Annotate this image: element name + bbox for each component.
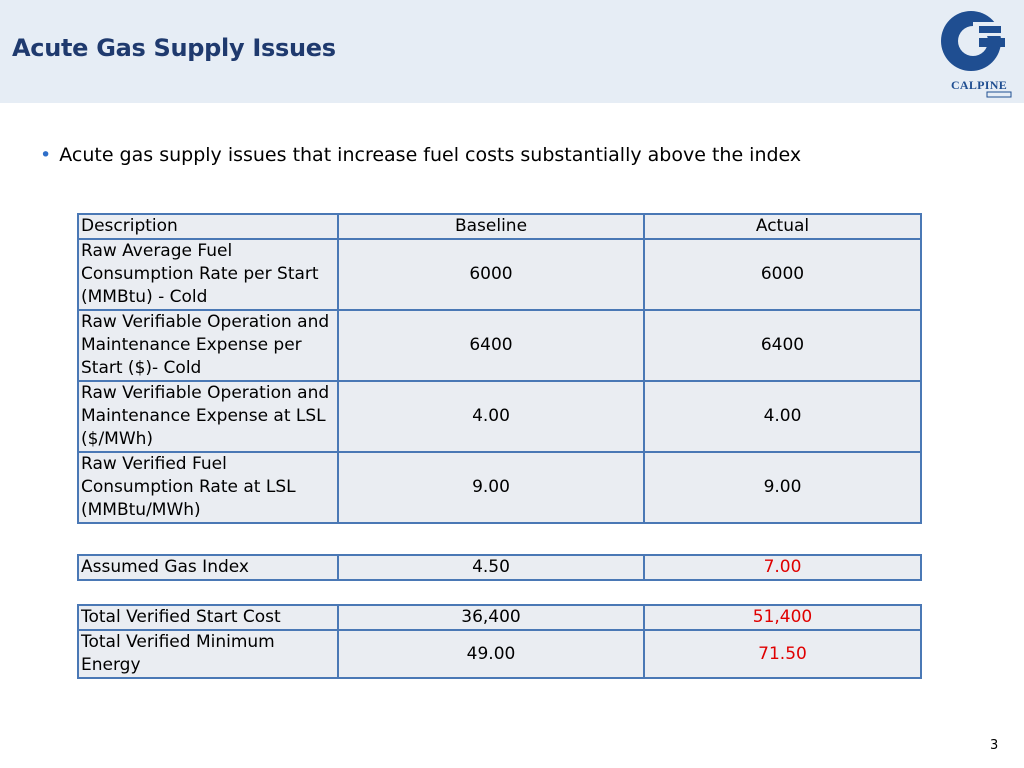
calpine-logo (941, 11, 1012, 98)
row-description: Assumed Gas Index (77, 554, 339, 581)
header-description: Description (77, 213, 339, 240)
bullet-text: Acute gas supply issues that increase fu… (59, 144, 802, 166)
table-row: Raw Verified Fuel Consumption Rate at LS… (77, 451, 922, 524)
table-row: Assumed Gas Index 4.50 7.00 (77, 554, 922, 581)
row-actual: 4.00 (643, 380, 922, 453)
row-baseline: 4.00 (337, 380, 645, 453)
header-baseline: Baseline (337, 213, 645, 240)
row-description: Raw Average Fuel Consumption Rate per St… (77, 238, 339, 311)
row-description: Raw Verified Fuel Consumption Rate at LS… (77, 451, 339, 524)
row-baseline: 4.50 (337, 554, 645, 581)
slide-title: Acute Gas Supply Issues (12, 34, 336, 62)
row-baseline: 6400 (337, 309, 645, 382)
page-number: 3 (990, 738, 999, 753)
row-actual: 71.50 (643, 629, 922, 679)
header-actual: Actual (643, 213, 922, 240)
row-baseline: 49.00 (337, 629, 645, 679)
bullet-dot-icon: • (40, 144, 52, 166)
row-description: Raw Verifiable Operation and Maintenance… (77, 309, 339, 382)
logo-wordmark: CALPINE (950, 78, 1008, 92)
bullet-point: • Acute gas supply issues that increase f… (40, 144, 801, 166)
row-baseline: 9.00 (337, 451, 645, 524)
row-actual: 7.00 (643, 554, 922, 581)
table-row: Raw Verifiable Operation and Maintenance… (77, 309, 922, 382)
table-row: Total Verified Start Cost 36,400 51,400 (77, 604, 922, 631)
row-description: Total Verified Minimum Energy (77, 629, 339, 679)
table-row: Total Verified Minimum Energy 49.00 71.5… (77, 629, 922, 679)
totals-table: Total Verified Start Cost 36,400 51,400 … (77, 604, 922, 679)
row-actual: 9.00 (643, 451, 922, 524)
table-row: Raw Verifiable Operation and Maintenance… (77, 380, 922, 453)
comparison-table: Description Baseline Actual Raw Average … (77, 213, 922, 524)
row-actual: 6000 (643, 238, 922, 311)
row-description: Raw Verifiable Operation and Maintenance… (77, 380, 339, 453)
table-row: Raw Average Fuel Consumption Rate per St… (77, 238, 922, 311)
table-header-row: Description Baseline Actual (77, 213, 922, 240)
row-actual: 6400 (643, 309, 922, 382)
gas-index-table: Assumed Gas Index 4.50 7.00 (77, 554, 922, 581)
row-actual: 51,400 (643, 604, 922, 631)
row-description: Total Verified Start Cost (77, 604, 339, 631)
slide-header: Acute Gas Supply Issues CALPINE (0, 0, 1024, 103)
row-baseline: 36,400 (337, 604, 645, 631)
row-baseline: 6000 (337, 238, 645, 311)
